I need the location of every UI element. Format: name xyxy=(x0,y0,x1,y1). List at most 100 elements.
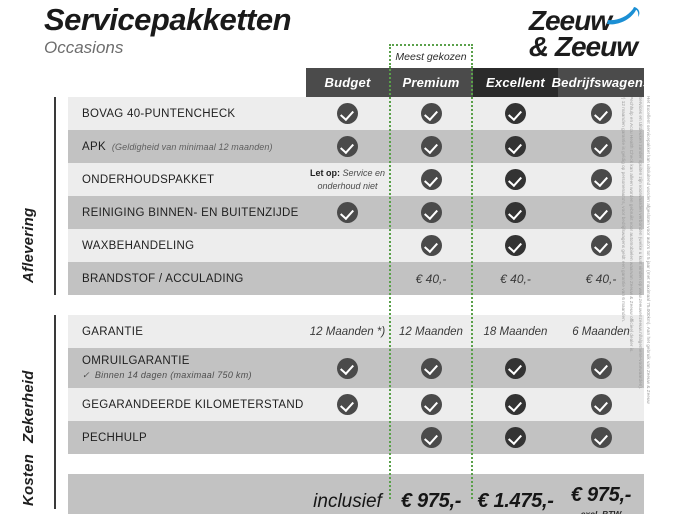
column-header-budget[interactable]: Budget xyxy=(306,68,389,97)
cell-excellent xyxy=(473,348,558,388)
row-label-text: REINIGING BINNEN- EN BUITENZIJDE xyxy=(82,206,299,219)
check-icon xyxy=(590,103,612,124)
check-icon xyxy=(337,202,358,223)
section-rule xyxy=(54,454,56,509)
cell-budget xyxy=(306,229,389,262)
row-sub-note: ✓ Binnen 14 dagen (maximaal 750 km) xyxy=(82,370,252,381)
cell-value: 18 Maanden xyxy=(483,325,548,338)
row-label: ONDERHOUDSPAKKET xyxy=(82,163,214,196)
cell-budget xyxy=(306,348,389,388)
check-icon xyxy=(505,394,526,415)
check-icon xyxy=(420,427,442,448)
cell-excellent xyxy=(473,97,558,130)
comparison-table: BOVAG 40-PUNTENCHECK APK (Geldigheid van… xyxy=(68,97,644,514)
row-label-text: BRANDSTOF / ACCULADING xyxy=(82,272,244,285)
section-rule xyxy=(54,97,56,295)
column-header-bar: Budget Premium Excellent Bedrijfswagens xyxy=(306,68,650,97)
table-row: OMRUILGARANTIE ✓ Binnen 14 dagen (maximaa… xyxy=(68,348,644,388)
row-label: APK (Geldigheid van minimaal 12 maanden) xyxy=(82,130,273,163)
row-label: REINIGING BINNEN- EN BUITENZIJDE xyxy=(82,196,299,229)
table-row: ONDERHOUDSPAKKET Let op: Service en onde… xyxy=(68,163,644,196)
check-icon xyxy=(590,427,612,448)
check-icon xyxy=(420,357,442,379)
cell-premium xyxy=(389,348,473,388)
cell-excellent xyxy=(473,163,558,196)
page-subtitle: Occasions xyxy=(44,37,124,57)
row-label: GEGARANDEERDE KILOMETERSTAND xyxy=(82,388,304,421)
cell-premium xyxy=(389,388,473,421)
row-label: GARANTIE xyxy=(82,315,143,348)
column-header-bedrijfswagens[interactable]: Bedrijfswagens xyxy=(552,68,650,97)
cell-bedrijfswagens xyxy=(558,163,644,196)
cell-premium xyxy=(389,421,473,454)
cell-bedrijfswagens xyxy=(558,421,644,454)
row-label-text: GARANTIE xyxy=(82,325,144,338)
table-row: WAXBEHANDELING xyxy=(68,229,644,262)
cell-premium xyxy=(389,130,473,163)
footnote-line-4: *) 12 maanden garantie is geldig op pers… xyxy=(620,96,626,323)
cell-value: € 40,- xyxy=(415,271,447,286)
check-icon xyxy=(590,235,612,256)
cell-premium: 12 Maanden xyxy=(389,315,473,348)
footnote-line-2: Services en Uitdeuken zonder spuiten zij… xyxy=(637,96,643,390)
cell-budget xyxy=(306,97,389,130)
cell-value: 12 Maanden xyxy=(399,325,463,338)
check-icon xyxy=(590,202,612,223)
most-chosen-badge: Meest gekozen xyxy=(389,44,473,68)
cell-bedrijfswagens: € 40,- xyxy=(558,262,644,295)
cell-bedrijfswagens xyxy=(558,388,644,421)
check-icon xyxy=(590,357,612,379)
check-icon xyxy=(420,202,442,223)
cell-budget-price: inclusief xyxy=(306,474,389,514)
price-row: inclusief € 975,- € 1.475,- € 975,- excl… xyxy=(68,474,644,514)
row-label-text: GEGARANDEERDE KILOMETERSTAND xyxy=(82,398,304,411)
row-label-text: ONDERHOUDSPAKKET xyxy=(82,173,215,186)
table-row: BRANDSTOF / ACCULADING € 40,- € 40,- € 4… xyxy=(68,262,644,295)
row-label: PECHHULP xyxy=(82,421,147,454)
row-label: BOVAG 40-PUNTENCHECK xyxy=(82,97,235,130)
cell-budget xyxy=(306,130,389,163)
check-icon xyxy=(337,103,358,124)
cell-value: € 1.475,- xyxy=(477,490,554,512)
column-header-excellent[interactable]: Excellent xyxy=(473,68,558,97)
cell-budget xyxy=(306,388,389,421)
table-row: GARANTIE 12 Maanden *) 12 Maanden 18 Maa… xyxy=(68,315,644,348)
cell-excellent xyxy=(473,196,558,229)
cell-premium xyxy=(389,163,473,196)
footnote-line-1: Het Excellent servicepakket kan uitsluit… xyxy=(646,96,651,404)
check-icon xyxy=(505,169,526,190)
row-label-text: PECHHULP xyxy=(82,431,148,444)
logo-text-1: Zeeuw xyxy=(528,5,612,36)
check-icon xyxy=(420,136,442,157)
row-label-text: WAXBEHANDELING xyxy=(82,239,195,252)
cell-premium xyxy=(389,229,473,262)
check-icon xyxy=(505,357,526,379)
row-label-text: BOVAG 40-PUNTENCHECK xyxy=(82,107,236,120)
check-icon xyxy=(505,202,526,223)
letop-note: Let op: Service en onderhoud niet xyxy=(306,167,389,191)
cell-premium xyxy=(389,196,473,229)
cell-premium-price: € 975,- xyxy=(389,474,473,514)
tick-icon: ✓ xyxy=(82,370,90,380)
check-icon xyxy=(505,136,526,157)
cell-excellent: 18 Maanden xyxy=(473,315,558,348)
logo-line-2: & Zeeuw xyxy=(528,30,638,62)
check-icon xyxy=(505,427,526,448)
cell-value: inclusief xyxy=(313,490,382,512)
cell-value: € 40,- xyxy=(585,271,617,286)
check-icon xyxy=(590,136,612,157)
legal-footnote: Het Excellent servicepakket kan uitsluit… xyxy=(621,96,652,496)
check-icon xyxy=(590,169,612,190)
title-block: Servicepakketten Occasions xyxy=(44,3,292,58)
cell-premium: € 40,- xyxy=(389,262,473,295)
cell-value-sub: excl. BTW xyxy=(580,509,622,514)
column-header-premium[interactable]: Premium xyxy=(389,68,473,97)
cell-bedrijfswagens xyxy=(558,97,644,130)
cell-premium xyxy=(389,97,473,130)
cell-bedrijfswagens xyxy=(558,229,644,262)
check-icon xyxy=(590,394,612,415)
check-icon xyxy=(420,235,442,256)
check-icon xyxy=(337,357,358,379)
cell-value: 12 Maanden *) xyxy=(309,325,386,338)
